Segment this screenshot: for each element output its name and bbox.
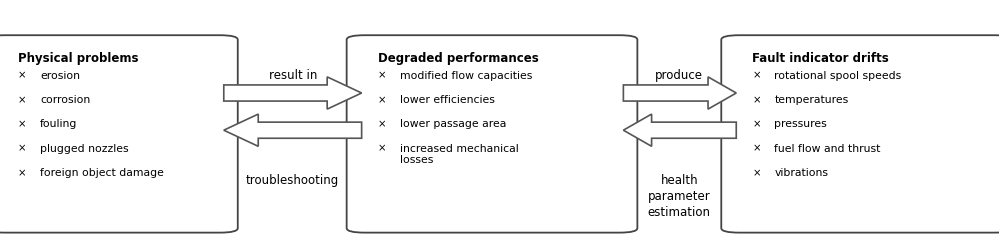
Text: ×: × (18, 71, 27, 81)
Text: ×: × (18, 95, 27, 105)
Text: ×: × (752, 119, 761, 129)
Text: Fault indicator drifts: Fault indicator drifts (752, 52, 889, 65)
Text: fouling: fouling (40, 119, 77, 129)
Text: increased mechanical
losses: increased mechanical losses (400, 144, 518, 165)
Text: ×: × (752, 144, 761, 154)
Polygon shape (623, 114, 736, 146)
Text: corrosion: corrosion (40, 95, 90, 105)
Text: lower passage area: lower passage area (400, 119, 505, 129)
FancyBboxPatch shape (347, 35, 637, 233)
FancyBboxPatch shape (0, 35, 238, 233)
Text: ×: × (378, 71, 387, 81)
Text: erosion: erosion (40, 71, 80, 81)
Text: fuel flow and thrust: fuel flow and thrust (774, 144, 880, 154)
Polygon shape (224, 114, 362, 146)
Text: Physical problems: Physical problems (18, 52, 139, 65)
Text: ×: × (18, 119, 27, 129)
Text: rotational spool speeds: rotational spool speeds (774, 71, 901, 81)
Text: temperatures: temperatures (774, 95, 848, 105)
Text: ×: × (752, 168, 761, 178)
Text: troubleshooting: troubleshooting (246, 174, 340, 186)
Text: ×: × (18, 168, 27, 178)
Text: pressures: pressures (774, 119, 827, 129)
Text: ×: × (752, 71, 761, 81)
Text: result in: result in (269, 69, 317, 82)
Text: ×: × (752, 95, 761, 105)
Text: foreign object damage: foreign object damage (40, 168, 164, 178)
FancyBboxPatch shape (721, 35, 999, 233)
Text: ×: × (378, 144, 387, 154)
Text: plugged nozzles: plugged nozzles (40, 144, 129, 154)
Polygon shape (623, 77, 736, 109)
Text: lower efficiencies: lower efficiencies (400, 95, 495, 105)
Text: modified flow capacities: modified flow capacities (400, 71, 532, 81)
Text: ×: × (18, 144, 27, 154)
Text: ×: × (378, 95, 387, 105)
Text: vibrations: vibrations (774, 168, 828, 178)
Text: produce: produce (655, 69, 703, 82)
Text: ×: × (378, 119, 387, 129)
Text: Degraded performances: Degraded performances (378, 52, 538, 65)
Polygon shape (224, 77, 362, 109)
Text: health
parameter
estimation: health parameter estimation (647, 174, 711, 218)
